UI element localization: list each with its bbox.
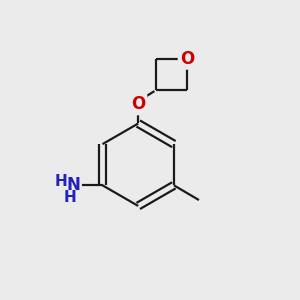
Text: N: N xyxy=(67,176,81,194)
Text: O: O xyxy=(131,95,145,113)
Text: O: O xyxy=(180,50,194,68)
Text: H: H xyxy=(63,190,76,205)
Text: H: H xyxy=(55,174,68,189)
